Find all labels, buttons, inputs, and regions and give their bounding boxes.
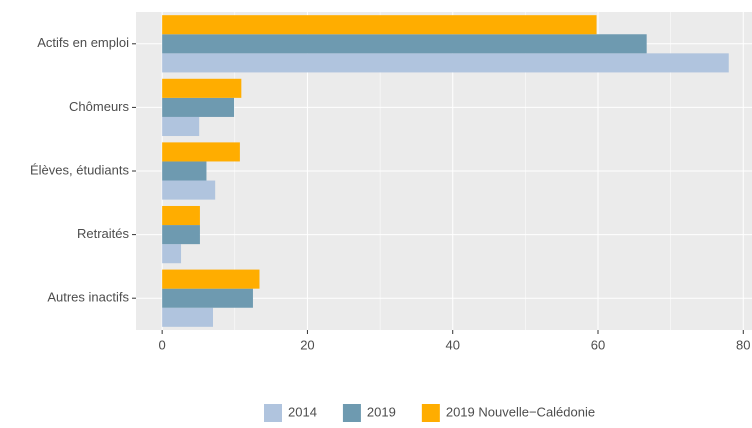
y-tick-label: Élèves, étudiants: [30, 162, 130, 177]
bar: [162, 97, 235, 117]
bar: [162, 116, 200, 137]
legend-swatch: [421, 404, 440, 422]
bar: [162, 288, 253, 308]
x-tick-label: 60: [591, 337, 605, 352]
x-tick-label: 40: [445, 337, 459, 352]
bar: [162, 78, 242, 98]
y-tick-label: Actifs en emploi: [37, 35, 129, 50]
bar: [162, 307, 213, 327]
bar: [162, 180, 216, 200]
bar: [162, 244, 182, 264]
bar: [162, 142, 240, 162]
bar: [162, 161, 207, 181]
x-tick-label: 0: [159, 337, 166, 352]
legend-swatch: [264, 404, 282, 422]
y-tick-label: Chômeurs: [69, 99, 129, 114]
bar: [162, 53, 729, 73]
bar: [162, 269, 260, 289]
legend-label: 2019: [367, 404, 396, 419]
y-tick-label: Retraités: [77, 226, 130, 241]
y-tick-label: Autres inactifs: [47, 290, 129, 305]
x-tick-label: 80: [736, 337, 750, 352]
bar: [162, 225, 200, 245]
bar: [162, 34, 647, 54]
bar: [162, 205, 200, 226]
legend-label: 2014: [288, 404, 317, 419]
legend-label: 2019 Nouvelle−Calédonie: [446, 404, 595, 419]
bar: [162, 15, 597, 35]
legend-swatch: [342, 404, 361, 422]
x-tick-label: 20: [300, 337, 314, 352]
